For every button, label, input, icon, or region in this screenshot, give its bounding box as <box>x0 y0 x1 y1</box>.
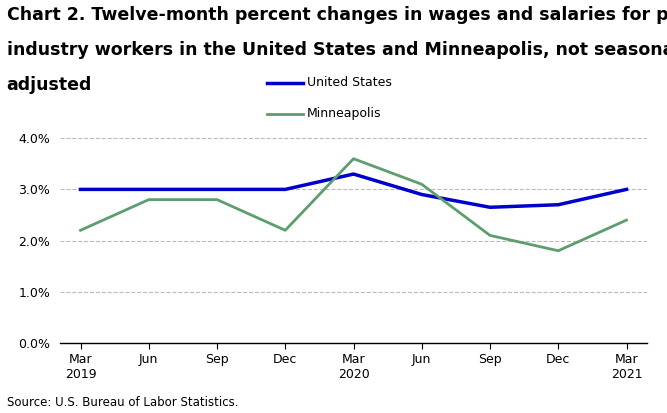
Text: Source: U.S. Bureau of Labor Statistics.: Source: U.S. Bureau of Labor Statistics. <box>7 396 238 409</box>
Text: industry workers in the United States and Minneapolis, not seasonally: industry workers in the United States an… <box>7 41 667 59</box>
Text: United States: United States <box>307 76 392 89</box>
Text: Minneapolis: Minneapolis <box>307 107 382 120</box>
Text: Chart 2. Twelve-month percent changes in wages and salaries for private: Chart 2. Twelve-month percent changes in… <box>7 6 667 24</box>
Text: adjusted: adjusted <box>7 76 92 95</box>
